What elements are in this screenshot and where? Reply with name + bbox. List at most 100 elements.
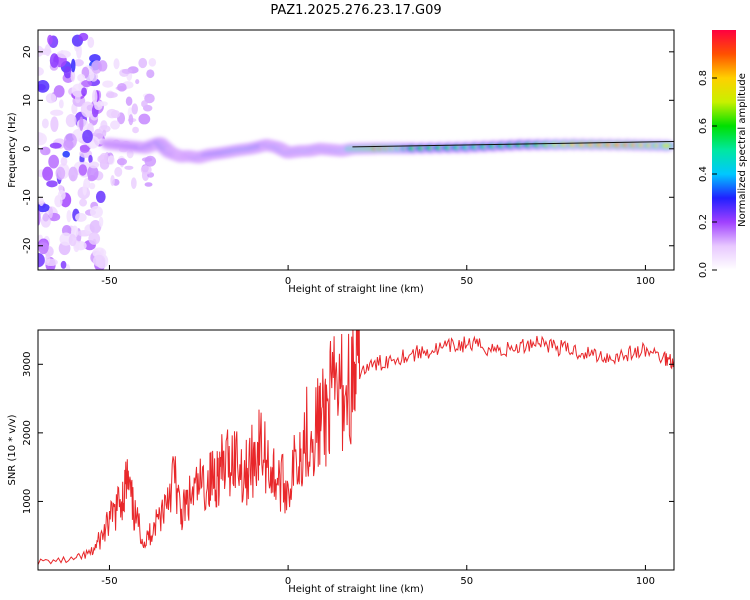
noise-blob [89,205,103,219]
spectrogram-x-ticks: -50 0 50 100 [101,265,655,287]
colorbar-tick-label: 0.6 [698,118,709,134]
colorbar-label: Normalized spectral amplitude [737,73,748,227]
noise-blob [124,165,134,170]
noise-blob [88,161,100,169]
noise-blob [47,34,53,45]
noise-blob [48,154,60,169]
noise-blob [110,174,115,187]
noise-blob [78,32,89,42]
noise-blob [116,158,128,166]
spectrogram-y-ticks: -20 -10 0 10 20 [22,45,674,254]
noise-blob [110,120,120,130]
noise-blob [38,66,44,77]
noise-blob [63,66,72,79]
noise-blob [38,210,41,226]
noise-blob [144,93,155,104]
x-tick-label: 50 [460,576,473,587]
noise-blob [88,154,93,164]
y-tick-label: 3000 [22,352,33,377]
noise-blob [113,58,120,70]
noise-blob [82,129,93,144]
noise-blob [41,118,49,129]
spectrogram-frame [37,29,675,271]
noise-blob [95,190,106,203]
snr-x-label: Height of straight line (km) [288,584,424,595]
y-tick-label: -10 [22,189,33,205]
spectrogram-heatmap [38,32,674,270]
colorbar-tick-label: 0.2 [698,214,709,230]
noise-blob [38,253,45,268]
noise-blob [125,96,133,106]
noise-blob [106,108,118,119]
spectrogram-y-label: Frequency (Hz) [7,112,18,188]
colorbar: 0.0 0.2 0.4 0.6 0.8 Normalized spectral ampl… [698,30,748,278]
noise-blob [63,139,74,151]
x-tick-label: 0 [285,576,291,587]
chart-title: PAZ1.2025.276.23.17.G09 [270,3,441,18]
frequency-ridge [100,136,674,164]
noise-blob [58,184,64,192]
noise-blob [107,155,115,165]
ridge-core [661,143,672,148]
noise-blob [65,264,71,270]
colorbar-tick-label: 0.4 [698,166,709,182]
noise-blob [44,258,58,267]
y-tick-label: 2000 [22,420,33,445]
noise-blob [144,182,153,187]
noise-blob [55,166,66,180]
y-tick-label: 1000 [22,489,33,514]
colorbar-tick-label: 0.0 [698,262,709,278]
noise-blob [65,113,77,128]
noise-blob [38,239,49,255]
noise-blob [77,73,86,82]
noise-blob [57,190,66,201]
colorbar-gradient [712,30,736,270]
noise-blob [102,129,107,137]
noise-blob [42,166,53,181]
x-tick-label: 100 [636,576,655,587]
noise-blob [128,114,134,126]
noise-blob [146,69,155,79]
noise-blob [102,80,114,88]
snr-panel: -50 0 50 100 1000 2000 3000 Height of straigh… [7,329,675,595]
noise-blob [50,109,64,116]
spectrogram-x-label: Height of straight line (km) [288,284,424,295]
snr-y-ticks: 1000 2000 3000 [22,352,674,514]
noise-blob [58,99,64,109]
noise-blob [87,175,96,182]
noise-blob [38,79,50,93]
noise-blob [88,232,101,245]
noise-blob [81,79,92,88]
noise-blob [74,241,87,251]
snr-frame [37,329,675,571]
noise-blob [46,180,58,188]
noise-blob [135,79,140,85]
colorbar-ticks: 0.0 0.2 0.4 0.6 0.8 [698,70,717,278]
noise-blob [49,142,62,149]
noise-blob [80,101,95,118]
noise-blob [88,182,96,190]
noise-blob [60,260,67,269]
noise-blob [60,156,68,166]
noise-blob [73,59,84,67]
x-tick-label: 100 [636,276,655,287]
snr-series-line [38,330,674,565]
noise-blob [40,146,51,156]
noise-blob [50,116,59,133]
noise-blob [144,155,157,167]
noise-blob [105,91,118,98]
noise-blob [114,166,123,177]
colorbar-tick-label: 0.8 [698,70,709,86]
noise-blob [75,212,87,222]
noise-blob [49,53,59,68]
noise-blob [132,126,139,134]
noise-blob [70,58,76,73]
noise-blob [130,177,137,189]
y-tick-label: -20 [22,238,33,254]
x-tick-label: 50 [460,276,473,287]
noise-blob [141,100,148,108]
noise-blob [79,116,84,131]
y-tick-label: 0 [22,146,33,152]
noise-blob [99,152,110,164]
